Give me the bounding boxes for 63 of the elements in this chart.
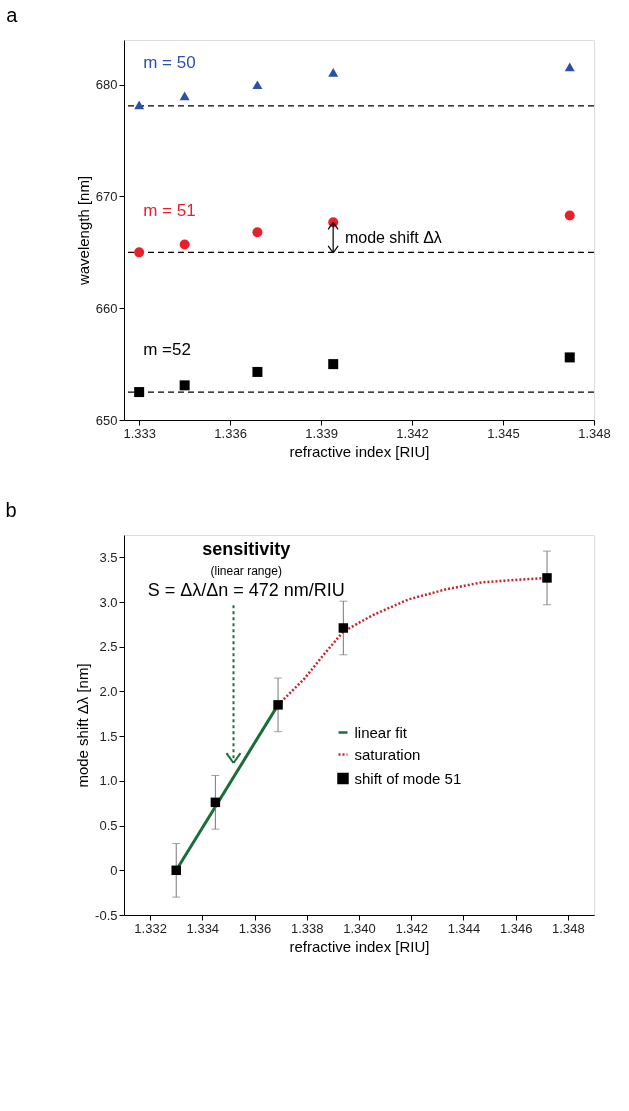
legend-label: shift of mode 51 [354,769,462,787]
x-tick-label: 1.338 [291,920,324,936]
y-tick-label: -0.5 [95,907,118,923]
point [252,80,263,90]
legend-label: linear fit [354,723,408,741]
legend-label: saturation [354,745,421,763]
annotation: sensitivity [202,539,291,560]
y-axis-title: wavelength [nm] [74,175,92,287]
point [179,91,190,101]
x-tick-label: 1.339 [305,425,338,441]
chart-title: b [5,499,17,521]
y-tick-label: 2.5 [99,639,118,655]
point [328,68,339,77]
x-axis-title: refractive index [RIU] [289,442,430,460]
point [252,366,263,377]
series-label: m = 51 [143,200,196,220]
x-tick-label: 1.333 [123,425,156,441]
y-tick-label: 0.5 [99,818,118,834]
point [542,573,552,583]
x-tick-label: 1.332 [134,920,167,936]
x-tick-label: 1.342 [396,425,429,441]
x-tick-label: 1.342 [395,920,428,936]
x-tick-label: 1.345 [487,425,520,441]
point [171,865,181,876]
x-axis-title: refractive index [RIU] [289,937,430,955]
point [273,700,283,710]
annotation: mode shift Δλ [344,228,442,246]
point [564,210,575,221]
point [328,359,339,370]
x-tick-label: 1.346 [499,920,533,936]
y-tick-label: 3.0 [99,594,118,610]
y-tick-label: 650 [95,412,118,428]
y-tick-label: 670 [95,188,118,204]
series-label: m = 50 [143,53,196,73]
annotation: (linear range) [210,563,282,578]
x-tick-label: 1.336 [214,425,247,441]
x-tick-label: 1.344 [447,920,481,936]
point [564,62,575,72]
x-tick-label: 1.334 [186,920,220,936]
x-tick-label: 1.348 [552,920,585,936]
x-tick-label: 1.336 [238,920,272,936]
y-tick-label: 1.0 [99,773,118,789]
point [564,352,575,363]
point [134,100,145,110]
point [210,797,221,808]
point [338,623,349,633]
y-tick-label: 3.5 [99,549,118,565]
point [252,227,263,238]
y-tick-label: 2.0 [99,683,118,699]
x-tick-label: 1.348 [578,425,611,441]
point [134,387,145,398]
chart-title: a [6,4,19,26]
x-tick-label: 1.340 [343,920,376,936]
y-tick-label: 1.5 [99,728,118,744]
y-tick-label: 660 [95,300,118,316]
y-axis-title: mode shift Δλ [nm] [74,663,92,788]
y-tick-label: 0 [110,862,118,878]
point [179,380,190,391]
series-label: m =52 [143,340,191,360]
point [179,239,190,250]
y-tick-label: 680 [95,77,118,93]
annotation: S = Δλ/Δn = 472 nm/RIU [147,580,345,601]
point [134,247,145,258]
